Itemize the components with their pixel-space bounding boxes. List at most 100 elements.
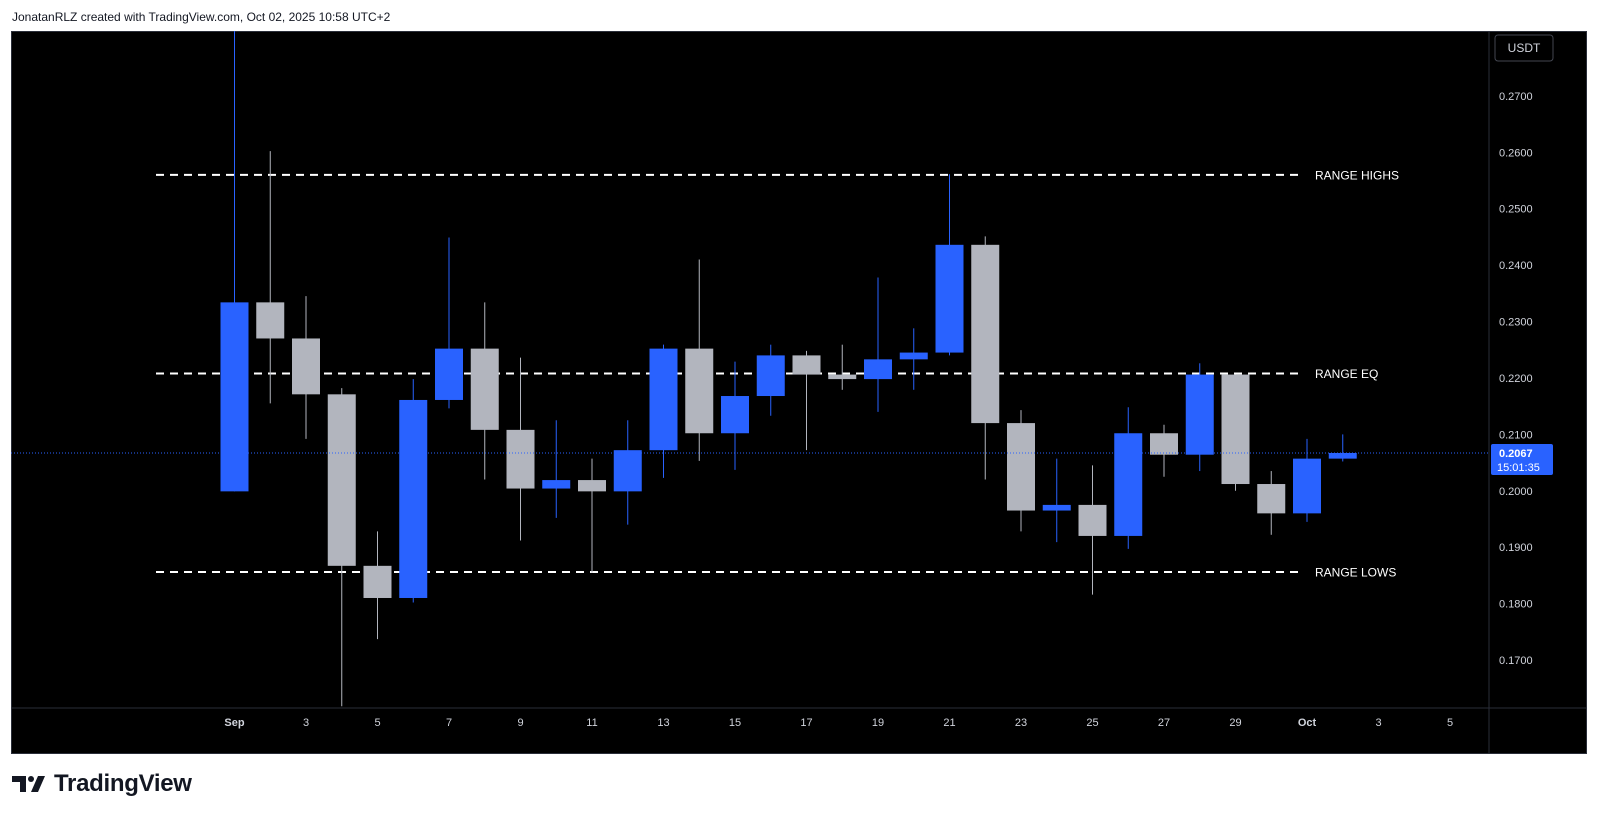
time-tick-label: 25 — [1086, 717, 1098, 729]
candle[interactable] — [1150, 424, 1178, 477]
currency-badge[interactable]: USDT — [1494, 34, 1554, 62]
time-tick-label: 3 — [1375, 717, 1381, 729]
candle-body — [971, 244, 1000, 424]
time-tick-label: 21 — [943, 717, 955, 729]
time-tick-label: 13 — [657, 717, 669, 729]
candle[interactable] — [613, 420, 642, 525]
candle-body — [1257, 484, 1286, 514]
candle[interactable] — [1114, 407, 1143, 549]
candle[interactable] — [470, 302, 499, 480]
candlestick-chart[interactable]: RANGE HIGHS RANGE EQ RANGE LOWS USDT 0.270… — [11, 31, 1587, 754]
candle[interactable] — [1185, 363, 1214, 472]
candle-body — [1150, 433, 1178, 455]
candle-body — [935, 244, 964, 353]
chart-attribution: JonatanRLZ created with TradingView.com,… — [12, 10, 391, 24]
candle[interactable] — [1221, 374, 1250, 491]
candle-body — [1293, 458, 1321, 514]
candle[interactable] — [935, 174, 964, 356]
time-tick-label: 29 — [1229, 717, 1241, 729]
candle-body — [1042, 504, 1071, 511]
price-tick-label: 0.1900 — [1499, 542, 1533, 554]
time-tick-label: 15 — [729, 717, 741, 729]
candle[interactable] — [506, 357, 535, 541]
price-tick-label: 0.2500 — [1499, 204, 1533, 216]
candle-body — [828, 374, 857, 380]
candle[interactable] — [1293, 438, 1321, 522]
time-tick-label: 9 — [517, 717, 523, 729]
range-level-label: RANGE LOWS — [1315, 566, 1396, 580]
candle-body — [327, 394, 356, 566]
candle[interactable] — [1328, 434, 1357, 462]
time-tick-label: 19 — [872, 717, 884, 729]
time-tick-label: 3 — [303, 717, 309, 729]
candle[interactable] — [220, 31, 249, 492]
last-price-badge: 0.2067 15:01:35 — [1491, 443, 1553, 475]
candle[interactable] — [363, 531, 392, 640]
candle-body — [470, 348, 499, 430]
time-tick-label: Oct — [1298, 717, 1317, 729]
candle-body — [1007, 423, 1035, 511]
candle[interactable] — [292, 296, 320, 439]
candle[interactable] — [649, 344, 678, 478]
time-tick-label: 11 — [586, 717, 597, 729]
candle[interactable] — [792, 350, 821, 451]
candle-body — [613, 450, 642, 492]
candle[interactable] — [899, 328, 928, 390]
price-tick-label: 0.2100 — [1499, 429, 1533, 441]
candle[interactable] — [578, 458, 606, 573]
price-tick-label: 0.2600 — [1499, 147, 1533, 159]
time-axis: Sep 3 5 7 9 11 13 15 17 19 21 23 25 27 29 Oct 3 5 — [224, 717, 1453, 729]
candle-body — [1185, 374, 1214, 455]
candle[interactable] — [971, 236, 1000, 480]
candle-body — [1114, 433, 1143, 536]
tradingview-logo[interactable]: TradingView — [12, 770, 192, 798]
bar-countdown: 15:01:35 — [1497, 462, 1540, 474]
candle-body — [578, 480, 606, 492]
time-tick-label: Sep — [224, 717, 244, 729]
candles — [220, 31, 1357, 707]
candle[interactable] — [1007, 410, 1035, 532]
time-tick-label: 5 — [1447, 717, 1453, 729]
candle[interactable] — [685, 259, 714, 461]
price-tick-label: 0.2000 — [1499, 486, 1533, 498]
candle-body — [721, 396, 749, 434]
candle[interactable] — [1257, 471, 1286, 535]
last-price-value: 0.2067 — [1499, 448, 1533, 460]
candle[interactable] — [542, 420, 571, 518]
candle[interactable] — [721, 361, 749, 470]
range-levels: RANGE HIGHS RANGE EQ RANGE LOWS — [156, 168, 1399, 580]
candle[interactable] — [399, 379, 428, 603]
candle[interactable] — [828, 344, 857, 390]
candle[interactable] — [327, 388, 356, 707]
candle-body — [435, 348, 463, 400]
candle-body — [792, 355, 821, 375]
candle[interactable] — [1078, 465, 1107, 595]
candle-body — [1078, 504, 1107, 536]
candle[interactable] — [1042, 458, 1071, 543]
tradingview-logo-icon — [12, 776, 45, 792]
range-level-label: RANGE HIGHS — [1315, 168, 1399, 182]
candle-body — [542, 480, 571, 489]
candle-body — [685, 348, 714, 434]
time-tick-label: 17 — [800, 717, 812, 729]
candle-body — [1328, 452, 1357, 459]
range-level-label: RANGE EQ — [1315, 367, 1378, 381]
candle[interactable] — [256, 151, 285, 404]
candle-body — [256, 302, 285, 339]
brand-name: TradingView — [54, 770, 192, 797]
candle-body — [756, 355, 785, 397]
time-tick-label: 5 — [374, 717, 380, 729]
candle-body — [363, 565, 392, 598]
price-tick-label: 0.2400 — [1499, 260, 1533, 272]
chart-frame — [11, 31, 1587, 754]
candle-body — [506, 429, 535, 489]
candle[interactable] — [435, 237, 463, 409]
candle[interactable] — [756, 344, 785, 416]
price-tick-label: 0.2700 — [1499, 91, 1533, 103]
candle-body — [292, 338, 320, 395]
candle-body — [220, 302, 249, 492]
time-tick-label: 27 — [1158, 717, 1170, 729]
price-tick-label: 0.1800 — [1499, 599, 1533, 611]
candle-body — [399, 399, 428, 598]
candle[interactable] — [864, 277, 892, 412]
